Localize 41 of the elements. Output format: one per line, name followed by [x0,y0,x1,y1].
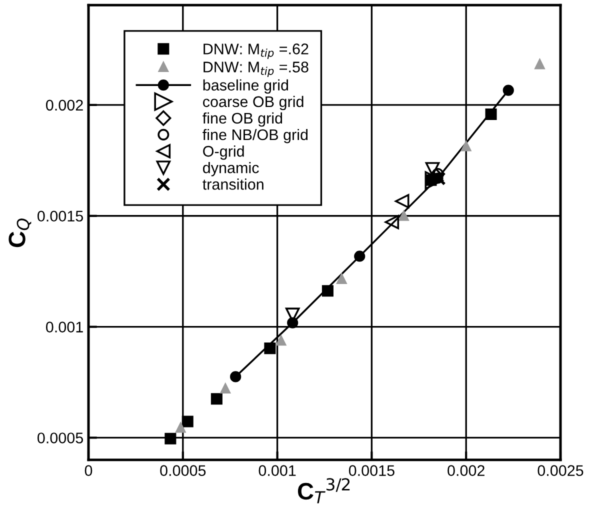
x-tick-label: 0.0015 [348,465,394,476]
point [461,141,472,152]
y-tick-label: 0.001 [46,322,83,332]
legend-label: DNW: M$_{tip}$ =.62 [204,44,308,59]
legend-label: coarse OB grid [203,96,304,110]
point [336,274,347,284]
y-axis-title: C$_{Q}$ [8,218,32,248]
point [398,210,409,221]
x-tick-label: 0.0005 [160,465,206,476]
y-tick-label: 0.0015 [38,210,84,222]
point [425,162,440,176]
point [485,108,497,120]
point [354,250,366,262]
point [176,422,186,433]
point [264,342,276,354]
point [424,171,444,190]
point [384,214,400,230]
point [210,393,222,405]
point [394,194,410,208]
legend-label: baseline grid [203,79,288,94]
y-tick-label: 0.002 [46,100,83,111]
legend-label: fine OB grid [202,112,282,127]
legend-label: fine NB/OB grid [202,128,308,144]
point [182,416,194,428]
point [502,84,514,96]
x-tick-label: 0.002 [448,465,484,476]
point [276,335,286,346]
x-tick-label: 0 [84,465,92,476]
legend-label: DNW: M$_{tip}$ =.58 [204,62,308,78]
y-tick-label: 0.0005 [38,432,84,444]
legend-label: dynamic [203,162,259,176]
x-axis-title: C$_{T}$$^{3/2}$ [298,478,350,504]
point [322,285,334,297]
legend-label: transition [202,178,264,190]
legend-label: O-grid [203,145,244,160]
point [220,383,230,394]
x-tick-label: 0.001 [258,465,296,476]
x-tick-label: 0.0025 [538,465,584,476]
point [534,59,545,70]
point [230,371,242,382]
point [164,432,176,444]
